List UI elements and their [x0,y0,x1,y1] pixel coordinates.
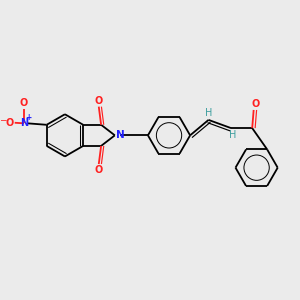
Text: +: + [26,113,32,122]
Text: N: N [116,130,124,140]
Text: O: O [94,96,103,106]
Text: O: O [20,98,28,108]
Text: O: O [5,118,14,128]
Text: O: O [251,99,259,109]
Text: H: H [229,130,236,140]
Text: O: O [94,165,103,175]
Text: −: − [0,115,7,124]
Text: H: H [205,108,212,118]
Text: N: N [20,118,28,128]
